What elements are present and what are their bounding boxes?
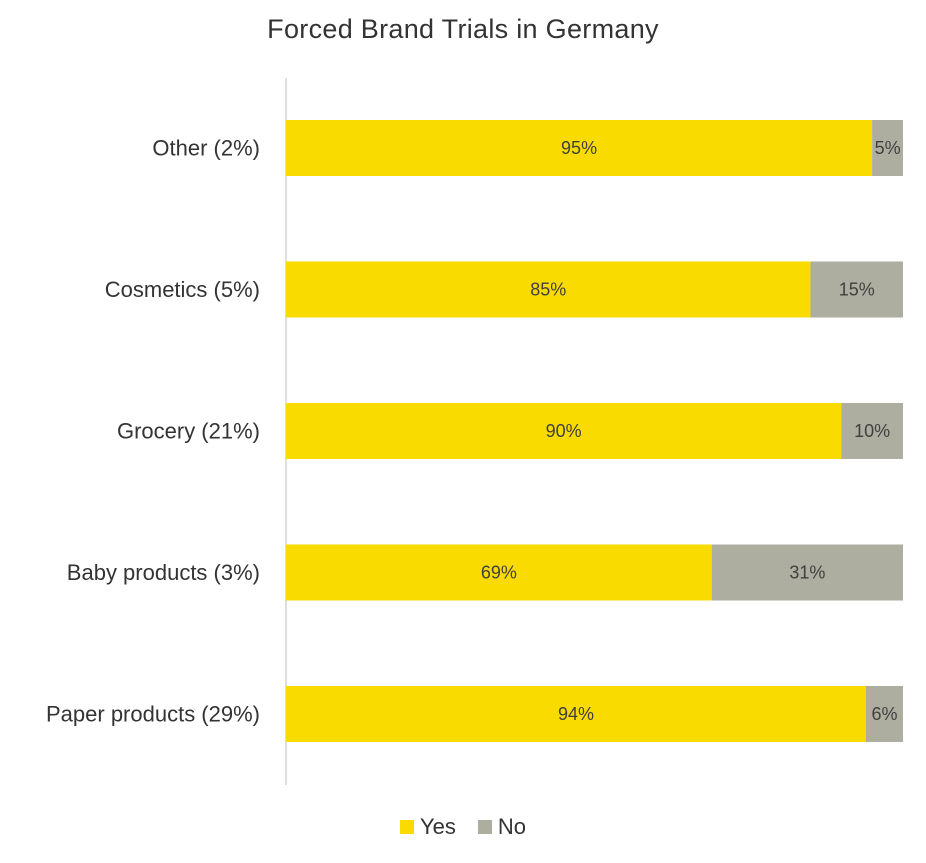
category-label: Paper products (29%) (46, 702, 260, 727)
chart-legend: Yes No (0, 814, 926, 840)
chart-title: Forced Brand Trials in Germany (267, 14, 659, 44)
bar-segment-no (841, 403, 903, 459)
data-label-no: 5% (875, 138, 901, 158)
bar-segment-yes (286, 403, 842, 459)
data-label-yes: 95% (561, 138, 597, 158)
data-label-no: 10% (854, 421, 890, 441)
bar-segment-no (711, 544, 903, 601)
category-label: Other (2%) (152, 136, 260, 161)
bar-segment-no (872, 120, 903, 176)
legend-label-yes: Yes (419, 814, 456, 839)
bar-segment-yes (286, 120, 873, 176)
legend-item-no: No (477, 814, 526, 840)
bar-segment-yes (286, 544, 712, 601)
legend-label-no: No (497, 814, 526, 839)
bar-segment-no (865, 686, 903, 742)
data-label-no: 15% (839, 280, 875, 300)
category-label: Baby products (3%) (67, 560, 260, 585)
data-label-no: 31% (789, 563, 825, 583)
data-label-yes: 94% (558, 704, 594, 724)
data-label-no: 6% (871, 704, 897, 724)
legend-swatch-yes (399, 820, 414, 834)
bar-segment-yes (286, 686, 866, 742)
category-label: Grocery (21%) (117, 419, 260, 444)
data-label-yes: 69% (481, 563, 517, 583)
data-label-yes: 85% (530, 280, 566, 300)
category-label: Cosmetics (5%) (105, 277, 260, 302)
bar-segment-no (810, 261, 903, 318)
legend-swatch-no (477, 820, 492, 834)
legend-item-yes: Yes (399, 814, 456, 840)
bar-segment-yes (286, 261, 811, 318)
data-label-yes: 90% (546, 421, 582, 441)
